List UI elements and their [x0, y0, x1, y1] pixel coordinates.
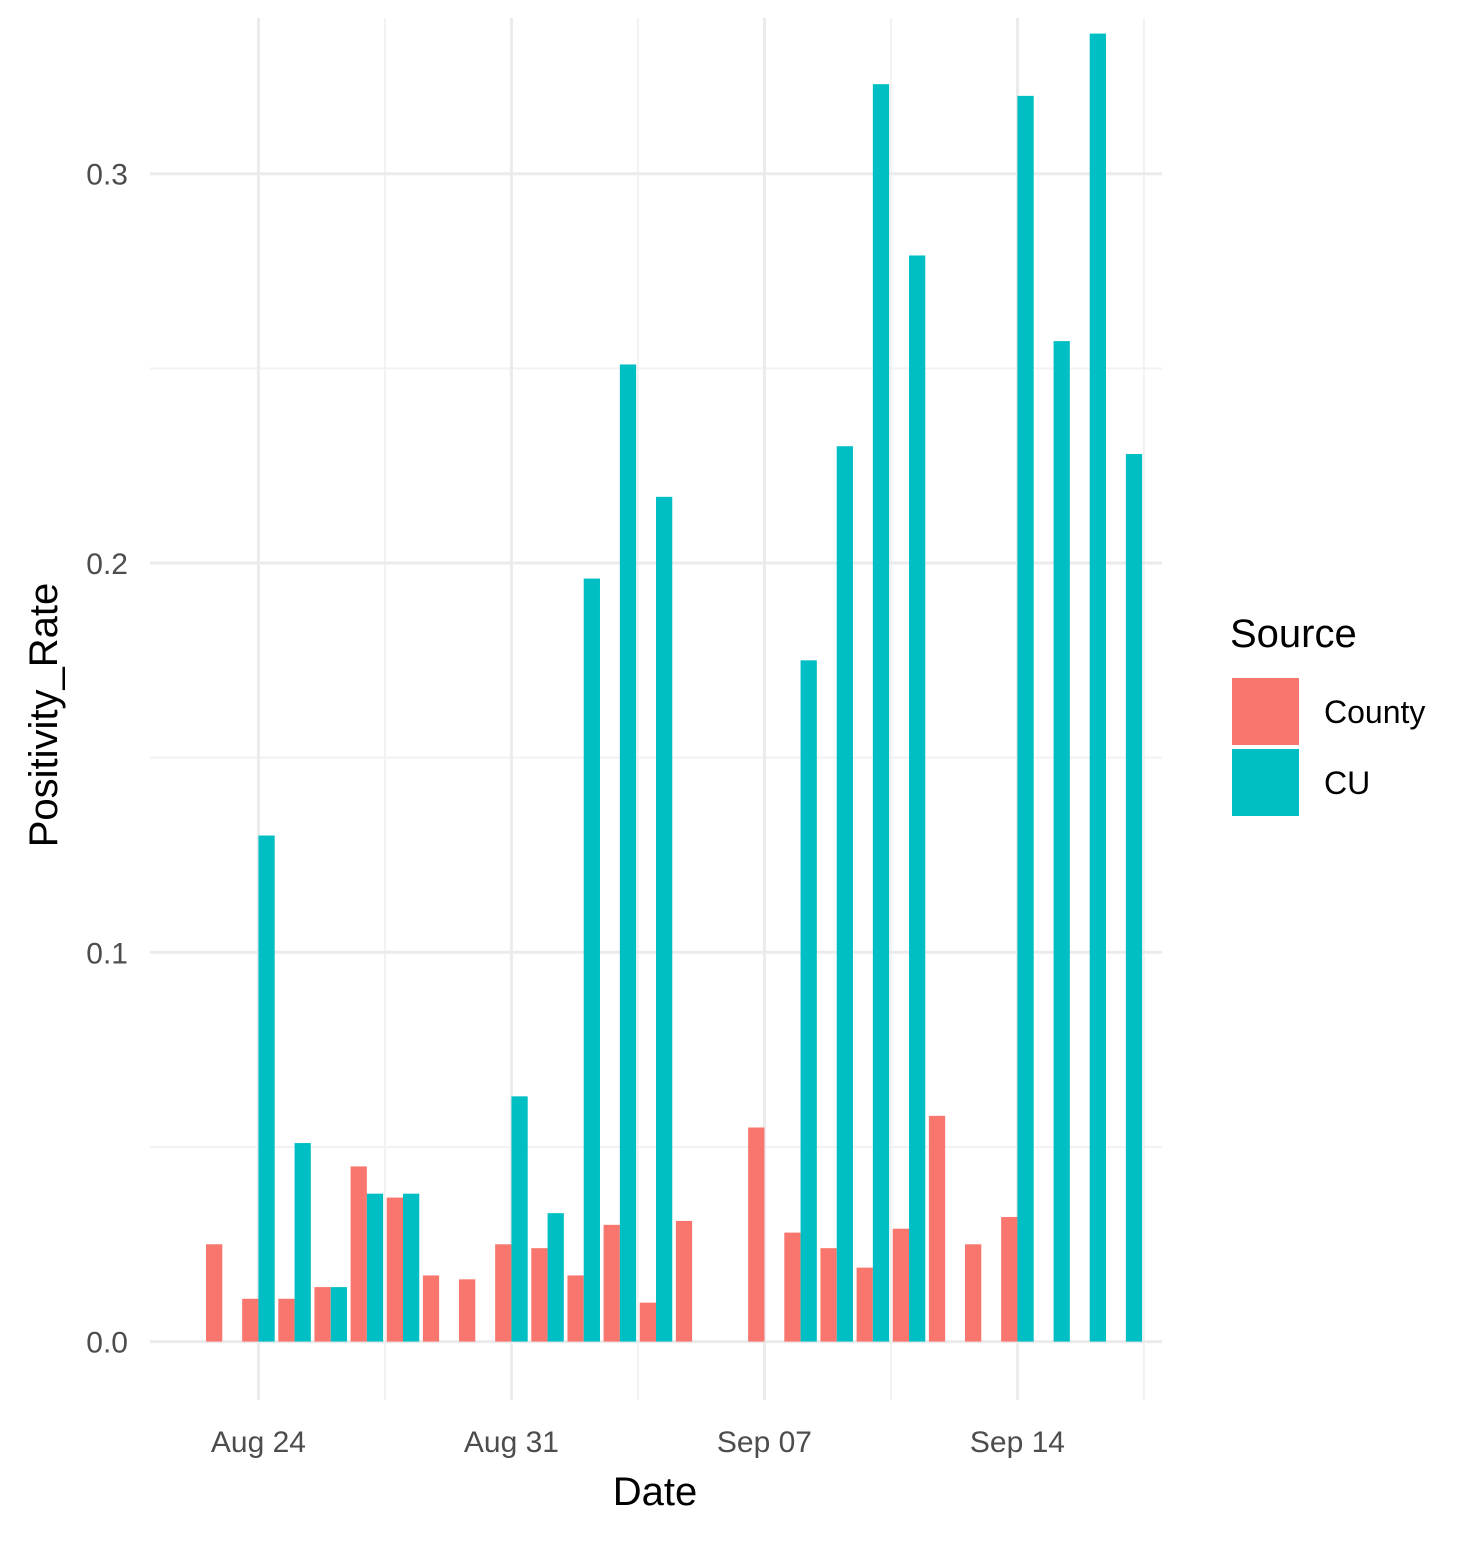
bar-county	[965, 1244, 982, 1342]
bar-cu	[1017, 95, 1034, 1342]
bar-county	[314, 1287, 331, 1342]
bar-county	[603, 1224, 620, 1342]
bar-cu	[294, 1143, 311, 1342]
legend-swatch-county	[1232, 678, 1299, 745]
bar-county	[856, 1267, 873, 1342]
y-axis-title: Positivity_Rate	[22, 583, 66, 848]
bar-county	[928, 1115, 946, 1342]
bar-cu	[872, 84, 890, 1342]
bar-county	[892, 1228, 909, 1342]
legend-items: County CU	[1232, 678, 1425, 816]
bar-cu	[836, 446, 853, 1342]
bars	[206, 33, 1143, 1342]
bar-county	[820, 1248, 837, 1342]
bar-county	[748, 1127, 765, 1342]
bar-cu	[1089, 33, 1106, 1342]
legend: Source County CU	[1230, 612, 1425, 816]
bar-cu	[403, 1193, 420, 1342]
y-tick-label: 0.2	[86, 548, 128, 581]
bar-cu	[656, 496, 673, 1342]
bar-cu	[547, 1213, 564, 1342]
bar-cu	[800, 660, 817, 1342]
bar-county	[242, 1298, 259, 1342]
bar-county	[459, 1279, 476, 1342]
y-axis-ticks: 0.0 0.1 0.2 0.3	[86, 159, 128, 1360]
bar-county	[531, 1248, 548, 1342]
legend-swatch-cu	[1232, 749, 1299, 816]
legend-label-county: County	[1324, 694, 1425, 730]
y-tick-label: 0.0	[86, 1327, 128, 1360]
bar-cu	[909, 255, 926, 1342]
bar-county	[350, 1166, 367, 1342]
bar-county	[784, 1232, 801, 1342]
bar-cu	[619, 364, 637, 1342]
bar-county	[675, 1220, 693, 1342]
bar-county	[422, 1275, 440, 1342]
legend-label-cu: CU	[1324, 765, 1370, 801]
bar-cu	[366, 1193, 384, 1342]
bar-cu	[1125, 454, 1143, 1342]
bar-county	[1001, 1217, 1018, 1342]
x-tick-label: Sep 14	[970, 1426, 1065, 1459]
bar-cu	[583, 578, 600, 1342]
bar-county	[206, 1244, 223, 1342]
bar-county	[495, 1244, 512, 1342]
bar-cu	[1053, 341, 1070, 1342]
bar-county	[639, 1302, 656, 1342]
bar-cu	[511, 1096, 528, 1342]
bar-county	[386, 1197, 403, 1342]
x-tick-label: Aug 31	[464, 1426, 559, 1459]
x-tick-label: Sep 07	[717, 1426, 812, 1459]
legend-title: Source	[1230, 612, 1357, 656]
x-axis-ticks: Aug 24 Aug 31 Sep 07 Sep 14	[211, 1426, 1065, 1459]
bar-cu	[258, 835, 275, 1342]
x-tick-label: Aug 24	[211, 1426, 306, 1459]
y-tick-label: 0.1	[86, 937, 128, 970]
bar-county	[567, 1275, 584, 1342]
bar-county	[278, 1298, 295, 1342]
x-axis-title: Date	[613, 1470, 698, 1514]
y-tick-label: 0.3	[86, 159, 128, 192]
bar-cu	[330, 1287, 347, 1342]
